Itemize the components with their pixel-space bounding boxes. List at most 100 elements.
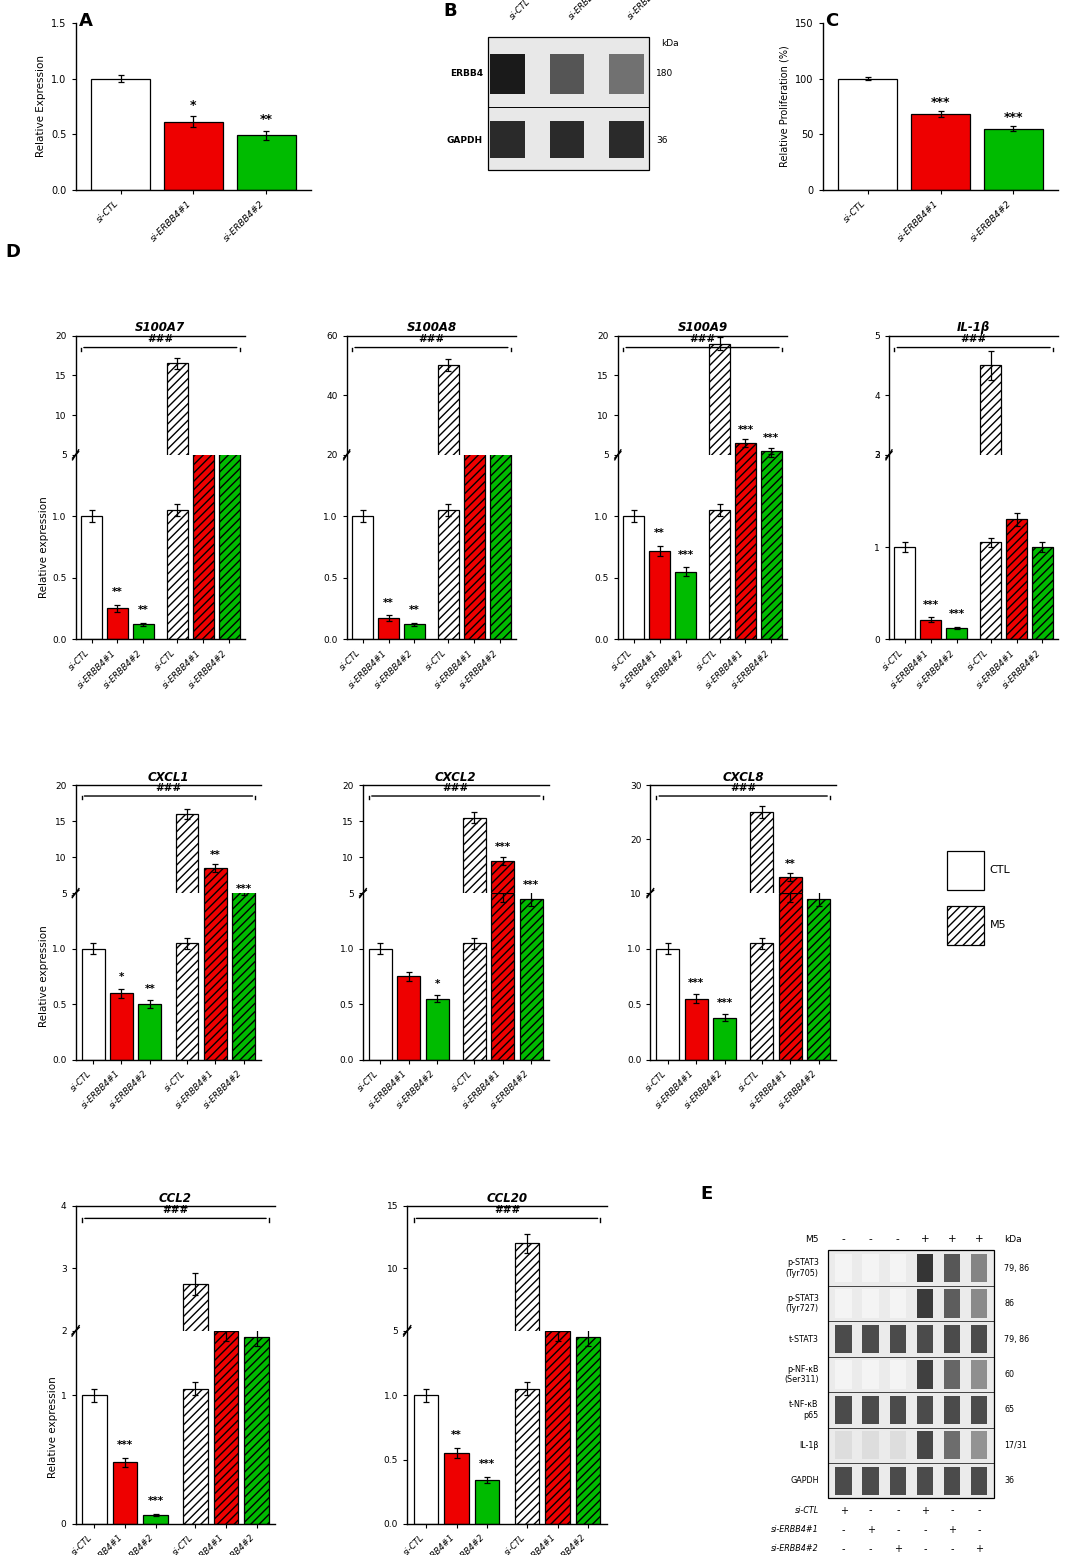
Text: ###: ### (730, 782, 756, 793)
Bar (710, 510, 730, 639)
Text: -: - (896, 1235, 900, 1244)
Text: M5: M5 (989, 921, 1007, 930)
Text: t-STAT3: t-STAT3 (788, 1334, 819, 1344)
Bar (166, 364, 188, 494)
Bar (863, 1431, 879, 1460)
Text: si-ERBB4#2: si-ERBB4#2 (626, 0, 669, 22)
Text: si-CTL: si-CTL (795, 1507, 819, 1515)
Y-axis label: Relative Expression: Relative Expression (36, 56, 45, 157)
Bar (378, 619, 399, 639)
Bar (971, 1289, 987, 1317)
Bar (863, 1396, 879, 1424)
Text: +: + (975, 1235, 984, 1244)
Text: ***: *** (1035, 566, 1051, 577)
Text: *: * (119, 972, 124, 983)
Bar (894, 547, 916, 639)
Text: ###: ### (147, 334, 174, 344)
Bar (437, 365, 459, 515)
Bar (214, 1331, 239, 1524)
Bar (232, 900, 255, 928)
Text: ***: *** (688, 978, 704, 987)
Bar (713, 1017, 737, 1061)
Text: -: - (869, 1505, 873, 1516)
Text: -: - (977, 1505, 981, 1516)
Bar (890, 1325, 906, 1353)
Bar (515, 1389, 539, 1524)
Bar (144, 1515, 167, 1524)
Text: CTL: CTL (989, 865, 1011, 875)
Text: *: * (190, 100, 197, 112)
Bar (863, 1325, 879, 1353)
Text: -: - (896, 1524, 900, 1535)
Bar (751, 944, 773, 1061)
Bar (218, 477, 240, 494)
Text: si-ERBB4#1: si-ERBB4#1 (771, 1525, 819, 1535)
Text: ***: *** (1003, 110, 1023, 123)
Bar (657, 949, 679, 1061)
Bar (184, 1284, 207, 1455)
Bar (944, 1431, 960, 1460)
Text: ***: *** (218, 1372, 234, 1381)
Bar (414, 1395, 438, 1524)
Text: **: ** (409, 605, 420, 616)
Bar (890, 1361, 906, 1389)
Bar (397, 977, 420, 1061)
Bar (463, 499, 485, 515)
Bar (519, 897, 542, 928)
Text: **: ** (451, 1431, 462, 1440)
Text: **: ** (138, 605, 149, 616)
Text: **: ** (383, 597, 394, 608)
Title: S100A9: S100A9 (677, 322, 728, 334)
Text: 36: 36 (657, 135, 667, 145)
Bar (244, 1400, 269, 1455)
Text: 180: 180 (657, 70, 673, 78)
Text: ###: ### (689, 334, 716, 344)
Bar (138, 1005, 161, 1061)
Text: kDa: kDa (1004, 1235, 1022, 1244)
Text: t-NF-κB
p65: t-NF-κB p65 (789, 1400, 819, 1420)
Bar (237, 135, 296, 190)
Text: **: ** (210, 849, 220, 860)
Bar (463, 437, 485, 639)
Bar (112, 1462, 137, 1524)
Bar (576, 1337, 600, 1524)
Text: +: + (839, 1505, 848, 1516)
Bar (675, 572, 697, 639)
Text: -: - (923, 1524, 927, 1535)
Bar (944, 1466, 960, 1494)
Bar (550, 53, 584, 95)
Bar (944, 1253, 960, 1283)
Bar (184, 1389, 207, 1524)
Bar (917, 1361, 933, 1389)
Bar (437, 510, 459, 639)
Text: -: - (841, 1235, 846, 1244)
Text: C: C (825, 12, 839, 30)
Bar (920, 620, 942, 639)
Text: +: + (920, 1235, 929, 1244)
Bar (890, 1431, 906, 1460)
Bar (545, 1365, 570, 1393)
Bar (944, 1325, 960, 1353)
Text: ###: ### (494, 1205, 521, 1214)
Bar (490, 53, 525, 95)
Bar (110, 994, 133, 1061)
Bar (779, 877, 801, 947)
Text: ###: ### (960, 334, 987, 344)
Text: ***: *** (480, 1459, 495, 1469)
Bar (835, 1361, 852, 1389)
Bar (890, 1466, 906, 1494)
Bar (751, 812, 773, 947)
Bar (489, 443, 511, 639)
Bar (204, 882, 227, 1061)
Text: 36: 36 (1004, 1476, 1014, 1485)
Text: ***: *** (467, 484, 483, 494)
Text: IL-1β: IL-1β (799, 1441, 819, 1449)
Text: 65: 65 (1004, 1406, 1014, 1415)
Bar (1007, 519, 1027, 639)
Bar (735, 443, 756, 494)
Bar (946, 628, 968, 639)
Bar (835, 1396, 852, 1424)
Title: CXCL2: CXCL2 (435, 771, 476, 784)
Text: ***: *** (492, 491, 509, 502)
Bar (971, 1325, 987, 1353)
